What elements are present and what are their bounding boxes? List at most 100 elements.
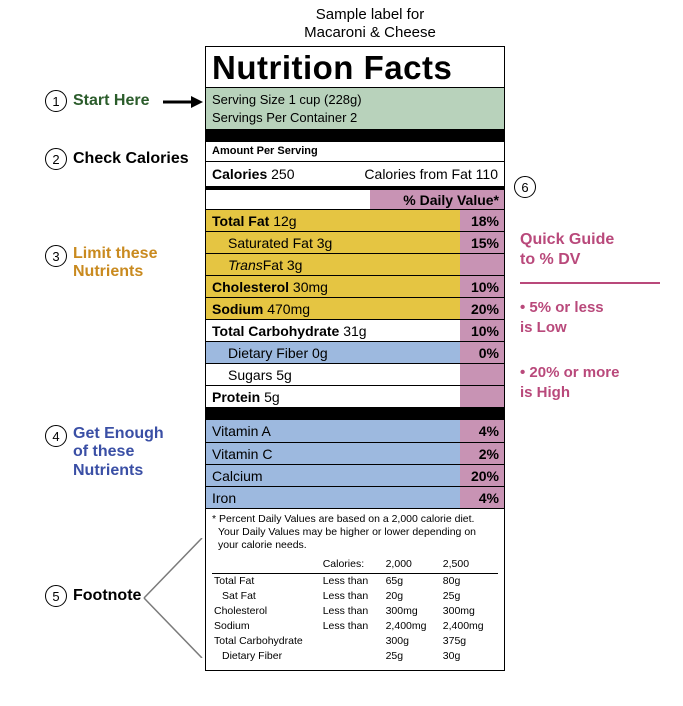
fr5c2: 25g — [384, 649, 441, 664]
callout-5: 5 Footnote — [45, 585, 141, 607]
fr0c3: 80g — [441, 573, 498, 589]
fr2c3: 300mg — [441, 604, 498, 619]
cholesterol-amt: 30mg — [293, 279, 328, 295]
fiber-name: Dietary Fiber — [228, 345, 308, 361]
fr0c2: 65g — [384, 573, 441, 589]
vit-a-name: Vitamin A — [212, 423, 271, 439]
footnote-text: * Percent Daily Values are based on a 2,… — [212, 513, 498, 552]
quick-guide-bullet-high: • 20% or more is High — [520, 363, 670, 402]
footnote-block: * Percent Daily Values are based on a 2,… — [206, 508, 504, 670]
sample-title: Sample label for Macaroni & Cheese — [280, 6, 460, 42]
fr1c3: 25g — [441, 589, 498, 604]
fiber-amt: 0g — [312, 345, 328, 361]
callout-label-2: Check Calories — [73, 150, 189, 168]
total-carb-amt: 31g — [343, 323, 366, 339]
protein-name: Protein — [212, 389, 260, 405]
callout-1: 1 Start Here — [45, 90, 149, 112]
fr1c0: Sat Fat — [212, 589, 321, 604]
fr5c1 — [321, 649, 384, 664]
fr0c1: Less than — [321, 573, 384, 589]
quick-guide-title: Quick Guide to % DV — [520, 230, 670, 270]
quick-guide-hr — [520, 282, 660, 284]
foot-h2: 2,000 — [384, 557, 441, 573]
quick-guide: Quick Guide to % DV • 5% or less is Low … — [520, 230, 670, 428]
callout-2: 2 Check Calories — [45, 148, 189, 170]
fr5c0: Dietary Fiber — [212, 649, 321, 664]
serving-block: Serving Size 1 cup (228g) Servings Per C… — [206, 88, 504, 129]
cholesterol-dv: 10% — [460, 276, 504, 297]
foot-row-4: Total Carbohydrate 300g 375g — [212, 634, 498, 649]
protein-amt: 5g — [264, 389, 280, 405]
total-fat-name: Total Fat — [212, 213, 269, 229]
protein-dv — [460, 386, 504, 407]
callout-num-4: 4 — [45, 425, 67, 447]
servings-per-container: Servings Per Container 2 — [212, 109, 498, 127]
callout-6: 6 — [514, 176, 536, 198]
calcium-name: Calcium — [212, 468, 263, 484]
callout-label-5: Footnote — [73, 587, 141, 605]
callout-num-5: 5 — [45, 585, 67, 607]
callout-4: 4 Get Enough of these Nutrients — [45, 425, 164, 480]
row-cholesterol: Cholesterol 30mg 10% — [206, 275, 504, 297]
thick-bar-2 — [206, 407, 504, 420]
trans-fat-amt: 3g — [287, 257, 303, 273]
callout-label-3: Limit these Nutrients — [73, 245, 157, 282]
sat-fat-name: Saturated Fat — [228, 235, 313, 251]
foot-row-3: Sodium Less than 2,400mg 2,400mg — [212, 619, 498, 634]
arrow-icon — [163, 94, 203, 110]
nutrition-label: Nutrition Facts Serving Size 1 cup (228g… — [205, 46, 505, 671]
row-protein: Protein 5g — [206, 385, 504, 407]
sugars-amt: 5g — [276, 367, 292, 383]
foot-head-row: Calories: 2,000 2,500 — [212, 557, 498, 573]
sat-fat-dv: 15% — [460, 232, 504, 253]
trans-fat-dv — [460, 254, 504, 275]
row-sat-fat: Saturated Fat 3g 15% — [206, 231, 504, 253]
cholesterol-name: Cholesterol — [212, 279, 289, 295]
trans-fat-post: Fat — [263, 257, 283, 273]
sugars-dv — [460, 364, 504, 385]
iron-name: Iron — [212, 490, 236, 506]
quick-guide-bullet-low: • 5% or less is Low — [520, 298, 670, 337]
fr4c1 — [321, 634, 384, 649]
sodium-dv: 20% — [460, 298, 504, 319]
calories-value: 250 — [271, 166, 294, 182]
row-total-fat: Total Fat 12g 18% — [206, 209, 504, 231]
sodium-name: Sodium — [212, 301, 263, 317]
foot-row-0: Total Fat Less than 65g 80g — [212, 573, 498, 589]
nutrition-facts-title: Nutrition Facts — [206, 47, 504, 88]
thick-bar — [206, 129, 504, 142]
fr4c3: 375g — [441, 634, 498, 649]
fr3c1: Less than — [321, 619, 384, 634]
total-fat-dv: 18% — [460, 210, 504, 231]
calories-label: Calories — [212, 166, 267, 182]
sodium-amt: 470mg — [267, 301, 310, 317]
foot-h1: Calories: — [321, 557, 384, 573]
calories-row: Calories 250 Calories from Fat 110 — [206, 161, 504, 186]
sample-title-line1: Sample label for Macaroni & Cheese — [304, 6, 436, 41]
fr2c2: 300mg — [384, 604, 441, 619]
callout-num-3: 3 — [45, 245, 67, 267]
footnote-table: Calories: 2,000 2,500 Total Fat Less tha… — [212, 557, 498, 664]
fr5c3: 30g — [441, 649, 498, 664]
callout-num-6: 6 — [514, 176, 536, 198]
row-fiber: Dietary Fiber 0g 0% — [206, 341, 504, 363]
foot-row-1: Sat Fat Less than 20g 25g — [212, 589, 498, 604]
serving-size: Serving Size 1 cup (228g) — [212, 91, 498, 109]
total-carb-name: Total Carbohydrate — [212, 323, 339, 339]
row-iron: Iron 4% — [206, 486, 504, 508]
row-calcium: Calcium 20% — [206, 464, 504, 486]
calcium-dv: 20% — [460, 465, 504, 486]
fiber-dv: 0% — [460, 342, 504, 363]
foot-row-2: Cholesterol Less than 300mg 300mg — [212, 604, 498, 619]
vit-a-dv: 4% — [460, 420, 504, 442]
callout-num-1: 1 — [45, 90, 67, 112]
fr3c3: 2,400mg — [441, 619, 498, 634]
row-total-carb: Total Carbohydrate 31g 10% — [206, 319, 504, 341]
foot-row-5: Dietary Fiber 25g 30g — [212, 649, 498, 664]
sugars-name: Sugars — [228, 367, 272, 383]
foot-h3: 2,500 — [441, 557, 498, 573]
vit-c-dv: 2% — [460, 443, 504, 464]
amount-per-serving: Amount Per Serving — [206, 142, 504, 161]
row-trans-fat: Trans Fat 3g — [206, 253, 504, 275]
total-carb-dv: 10% — [460, 320, 504, 341]
